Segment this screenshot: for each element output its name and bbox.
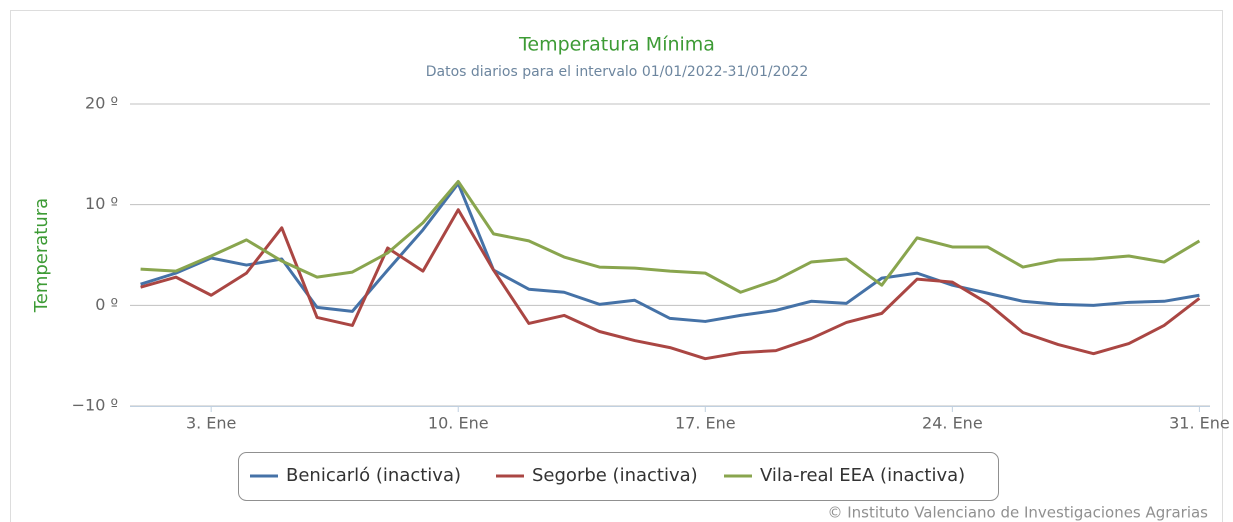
x-tick-label: 3. Ene xyxy=(186,414,236,433)
x-tick-label: 10. Ene xyxy=(428,414,489,433)
y-axis-label: Temperatura xyxy=(31,198,52,313)
legend-box xyxy=(238,452,999,501)
chart-title: Temperatura Mínima xyxy=(518,34,715,56)
legend-label: Vila-real EEA (inactiva) xyxy=(760,465,965,486)
legend-label: Segorbe (inactiva) xyxy=(532,465,698,486)
y-tick-label: 10 º xyxy=(85,194,118,213)
series-line xyxy=(140,180,1201,294)
y-tick-label: 20 º xyxy=(85,94,118,113)
x-tick-label: 17. Ene xyxy=(675,414,736,433)
chart-subtitle: Datos diarios para el intervalo 01/01/20… xyxy=(426,64,809,80)
y-tick-label: 0 º xyxy=(95,295,118,314)
y-tick-label: −10 º xyxy=(72,396,118,415)
x-tick-label: 31. Ene xyxy=(1169,414,1230,433)
series-line xyxy=(140,208,1201,361)
credit: © Instituto Valenciano de Investigacione… xyxy=(827,504,1208,522)
legend-label: Benicarló (inactiva) xyxy=(286,465,461,486)
x-tick-label: 24. Ene xyxy=(922,414,983,433)
series-line xyxy=(140,182,1200,323)
